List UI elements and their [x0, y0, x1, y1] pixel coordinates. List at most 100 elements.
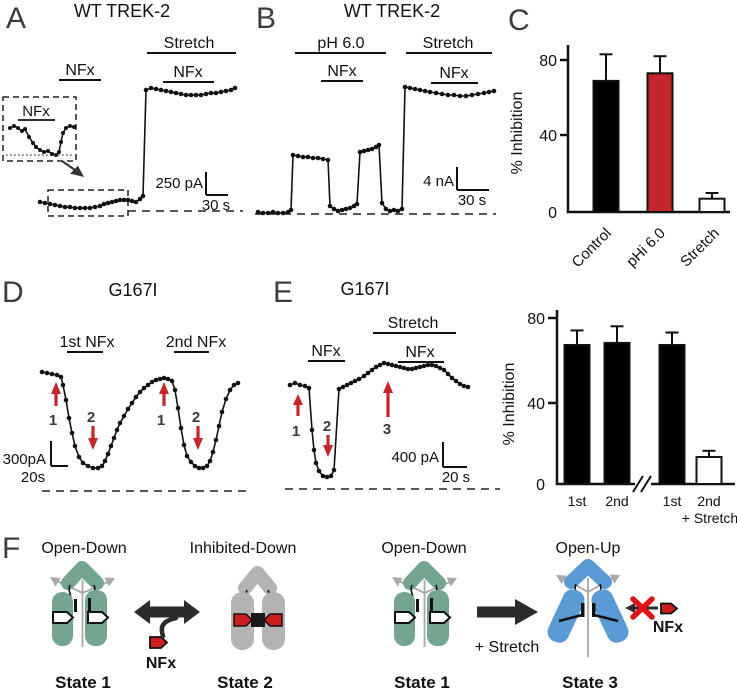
trace-point	[208, 90, 214, 96]
trace-point	[300, 154, 306, 160]
trace-point	[183, 92, 189, 98]
trace-point	[231, 382, 237, 388]
channel-open-up-schematic	[547, 559, 629, 657]
y-tick-label-80: 80	[527, 311, 545, 328]
trace-point	[385, 361, 391, 367]
trace-point	[311, 447, 317, 453]
trace-point	[85, 463, 91, 469]
trace-point	[356, 376, 362, 382]
trace-point	[157, 376, 163, 382]
red-arrow-up-3	[383, 381, 393, 417]
panel-f-letter: F	[2, 532, 20, 565]
trace-point	[105, 451, 111, 457]
first-nfx-label: 1st NFx	[59, 334, 114, 351]
trace-point	[129, 400, 135, 406]
trace-point	[153, 86, 159, 92]
trace-point	[181, 442, 187, 448]
trace-point	[63, 397, 69, 403]
trace-point	[133, 199, 139, 205]
panel-e-title: G167I	[340, 279, 389, 299]
x-label-control: Control	[569, 225, 615, 271]
trace-point	[391, 207, 397, 213]
trace-point	[68, 124, 72, 128]
trace-point	[62, 204, 68, 210]
scale-bar: 250 pA 30 s	[155, 172, 230, 214]
x-label-stretch: Stretch	[677, 225, 723, 271]
trace-point	[437, 365, 443, 371]
marker-2: 2	[323, 418, 331, 435]
trace-point	[72, 125, 76, 129]
trace-point	[109, 199, 115, 205]
marker-4: 2	[192, 409, 200, 426]
trace-point	[255, 209, 261, 215]
trace-point	[377, 362, 383, 368]
current-trace	[287, 360, 471, 480]
inset-trace	[8, 124, 76, 157]
trace-point	[265, 210, 271, 216]
trace-point	[50, 152, 54, 156]
trace-point	[54, 372, 60, 378]
axis-break-slash-1	[632, 475, 644, 493]
panel-b-letter: B	[256, 2, 276, 35]
panel-a: A WT TREK-2 Stretch NFx NFx NFx 250 pA 3…	[2, 1, 243, 217]
trace-point	[200, 465, 206, 471]
trace-point	[361, 148, 367, 154]
trace-point	[389, 362, 395, 368]
trace-point	[417, 87, 423, 93]
trace-point	[72, 443, 78, 449]
panel-b-title: WT TREK-2	[344, 1, 440, 21]
panel-a-title: WT TREK-2	[74, 1, 170, 21]
scale-h-label: 30 s	[202, 197, 230, 214]
bar-control	[592, 79, 620, 214]
trace-point	[223, 396, 229, 402]
trace-point	[168, 89, 174, 95]
trace-point	[331, 206, 337, 212]
trace-point	[117, 420, 123, 426]
trace-point	[453, 378, 459, 384]
marker-1: 1	[292, 423, 300, 440]
trace-point	[90, 465, 96, 471]
equilibrium-double-arrow	[134, 600, 200, 624]
x-label-2nd-a: 2nd	[605, 493, 628, 509]
panel-e-letter: E	[273, 276, 293, 309]
trace-point	[369, 146, 375, 152]
trace-point	[207, 458, 213, 464]
red-arrow-down-2	[193, 426, 203, 450]
trace-point	[204, 463, 210, 469]
trace-point	[223, 88, 229, 94]
trace-point	[37, 199, 43, 205]
trace-point	[61, 131, 65, 135]
trace-point	[213, 90, 219, 96]
trace-point	[87, 205, 93, 211]
trace-point	[379, 200, 385, 206]
panel-e: E G167I Stretch NFx NFx 400 pA 20 s 1 2	[273, 276, 500, 490]
trace-point	[54, 153, 58, 157]
panel-b-stretch-label: Stretch	[423, 35, 474, 52]
trace-point	[193, 92, 199, 98]
nfx-blocked-arrow	[625, 596, 679, 620]
trace-point	[27, 135, 31, 139]
trace-point	[327, 203, 333, 209]
current-trace	[37, 85, 238, 211]
trace-point	[320, 156, 326, 162]
trace-point	[99, 463, 105, 469]
state-2-label: State 2	[217, 673, 273, 689]
trace-point	[387, 208, 393, 214]
x-label-phi: pHi 6.0	[623, 225, 669, 271]
nfx-label: NFx	[311, 343, 340, 360]
trace-point	[288, 207, 294, 213]
trace-point	[395, 208, 401, 214]
trace-point	[57, 203, 63, 209]
marker-3: 3	[383, 421, 391, 438]
trace-point	[313, 460, 319, 466]
panel-b-nfx-label: NFx	[327, 63, 356, 80]
trace-point	[111, 435, 117, 441]
trace-point	[158, 87, 164, 93]
trace-point	[66, 415, 72, 421]
trace-point	[153, 377, 159, 383]
second-nfx-label: 2nd NFx	[166, 334, 226, 351]
panel-a-nfx-label: NFx	[65, 62, 94, 79]
marker-3: 1	[157, 412, 165, 429]
panel-a-nfx2-label: NFx	[173, 64, 202, 81]
trace-point	[42, 150, 46, 154]
